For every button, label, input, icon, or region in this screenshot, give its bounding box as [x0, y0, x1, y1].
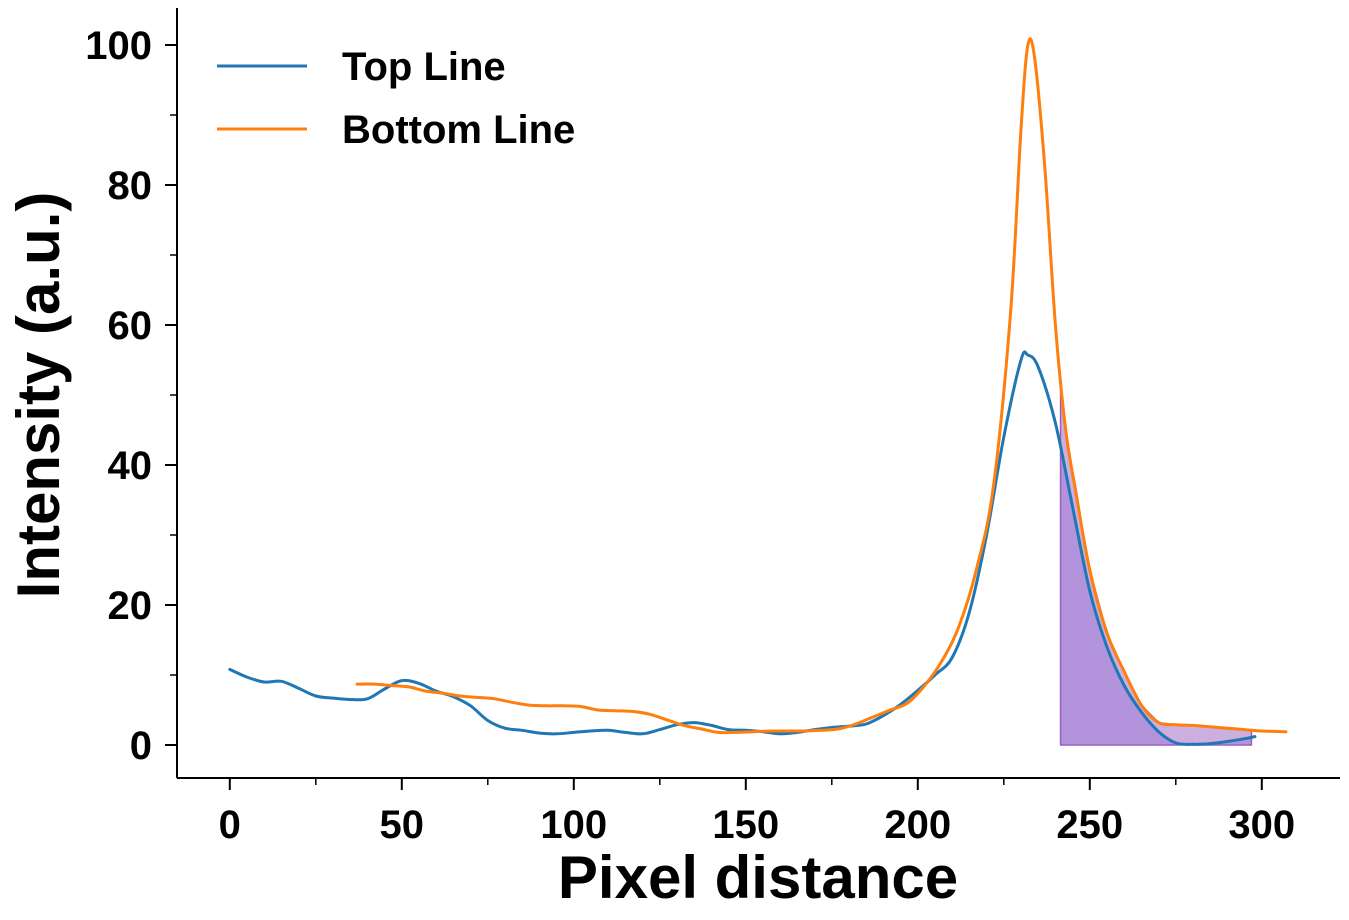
x-tick-label: 0 [219, 803, 241, 847]
series-line-bottom-line [355, 37, 1288, 735]
y-tick-label: 0 [130, 724, 152, 768]
x-tick-label: 250 [1056, 803, 1123, 847]
x-axis-title: Pixel distance [558, 844, 958, 911]
y-tick-label: 20 [108, 584, 153, 628]
y-tick-label: 80 [108, 164, 153, 208]
axis-ticks-group: 0 50 100 150 200 250 300 0 20 40 60 80 100 [85, 24, 1295, 847]
x-tick-label: 150 [712, 803, 779, 847]
x-tick-label: 100 [540, 803, 607, 847]
legend-label-bottom-line: Bottom Line [342, 108, 575, 152]
y-axis-title: Intensity (a.u.) [5, 192, 72, 599]
x-tick-label: 200 [884, 803, 951, 847]
legend-label-top-line: Top Line [342, 45, 506, 89]
legend: Top Line Bottom Line [217, 45, 575, 152]
series-lines-group [228, 37, 1288, 746]
x-tick-label: 50 [380, 803, 425, 847]
x-tick-label: 300 [1228, 803, 1295, 847]
y-tick-label: 100 [85, 24, 152, 68]
y-tick-label: 40 [108, 444, 153, 488]
y-tick-label: 60 [108, 304, 153, 348]
